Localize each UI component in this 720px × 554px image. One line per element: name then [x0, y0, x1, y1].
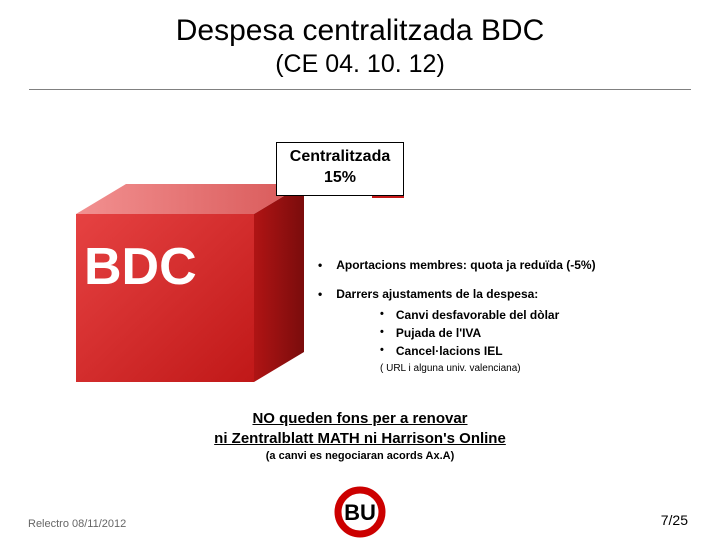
bullet-marker: • [318, 257, 322, 274]
bullet-1: • Aportacions membres: quota ja reduïda … [318, 257, 708, 274]
bullet-2: • Darrers ajustaments de la despesa: [318, 286, 708, 303]
svg-text:BU: BU [344, 500, 376, 525]
title-divider [29, 89, 691, 90]
warning-line-1: NO queden fons per a renovar [0, 409, 720, 429]
centralitzada-line2: 15% [277, 168, 403, 189]
slide-subtitle: (CE 04. 10. 12) [0, 50, 720, 79]
sub-bullet-3-text: Cancel·lacions IEL [396, 342, 503, 360]
url-note: ( URL i alguna univ. valenciana) [380, 362, 708, 377]
warning-line-2: ni Zentralblatt MATH ni Harrison's Onlin… [0, 429, 720, 449]
slide-title: Despesa centralitzada BDC [0, 14, 720, 48]
bullet-marker: • [318, 286, 322, 303]
sub-bullet-list: •Canvi desfavorable del dòlar •Pujada de… [380, 306, 708, 360]
bu-logo: BU [332, 484, 388, 540]
cube-side-face [254, 184, 304, 382]
centralitzada-box: Centralitzada 15% [276, 142, 404, 196]
sub-bullet-1-text: Canvi desfavorable del dòlar [396, 306, 559, 324]
warning-sub: (a canvi es negociaran acords Ax.A) [0, 450, 720, 462]
sub-bullet-1: •Canvi desfavorable del dòlar [380, 306, 708, 324]
bullet-list: • Aportacions membres: quota ja reduïda … [318, 257, 708, 376]
bullet-1-text: Aportacions membres: quota ja reduïda (-… [336, 257, 595, 274]
sub-bullet-2: •Pujada de l'IVA [380, 324, 708, 342]
sub-bullet-3: •Cancel·lacions IEL [380, 342, 708, 360]
centralitzada-line1: Centralitzada [277, 147, 403, 168]
warning-block: NO queden fons per a renovar ni Zentralb… [0, 409, 720, 462]
page-number: 7/25 [661, 512, 688, 528]
sub-bullet-2-text: Pujada de l'IVA [396, 324, 481, 342]
bullet-2-text: Darrers ajustaments de la despesa: [336, 286, 538, 303]
cube-label: BDC [84, 237, 197, 297]
footer-left: Relectro 08/11/2012 [28, 518, 126, 530]
